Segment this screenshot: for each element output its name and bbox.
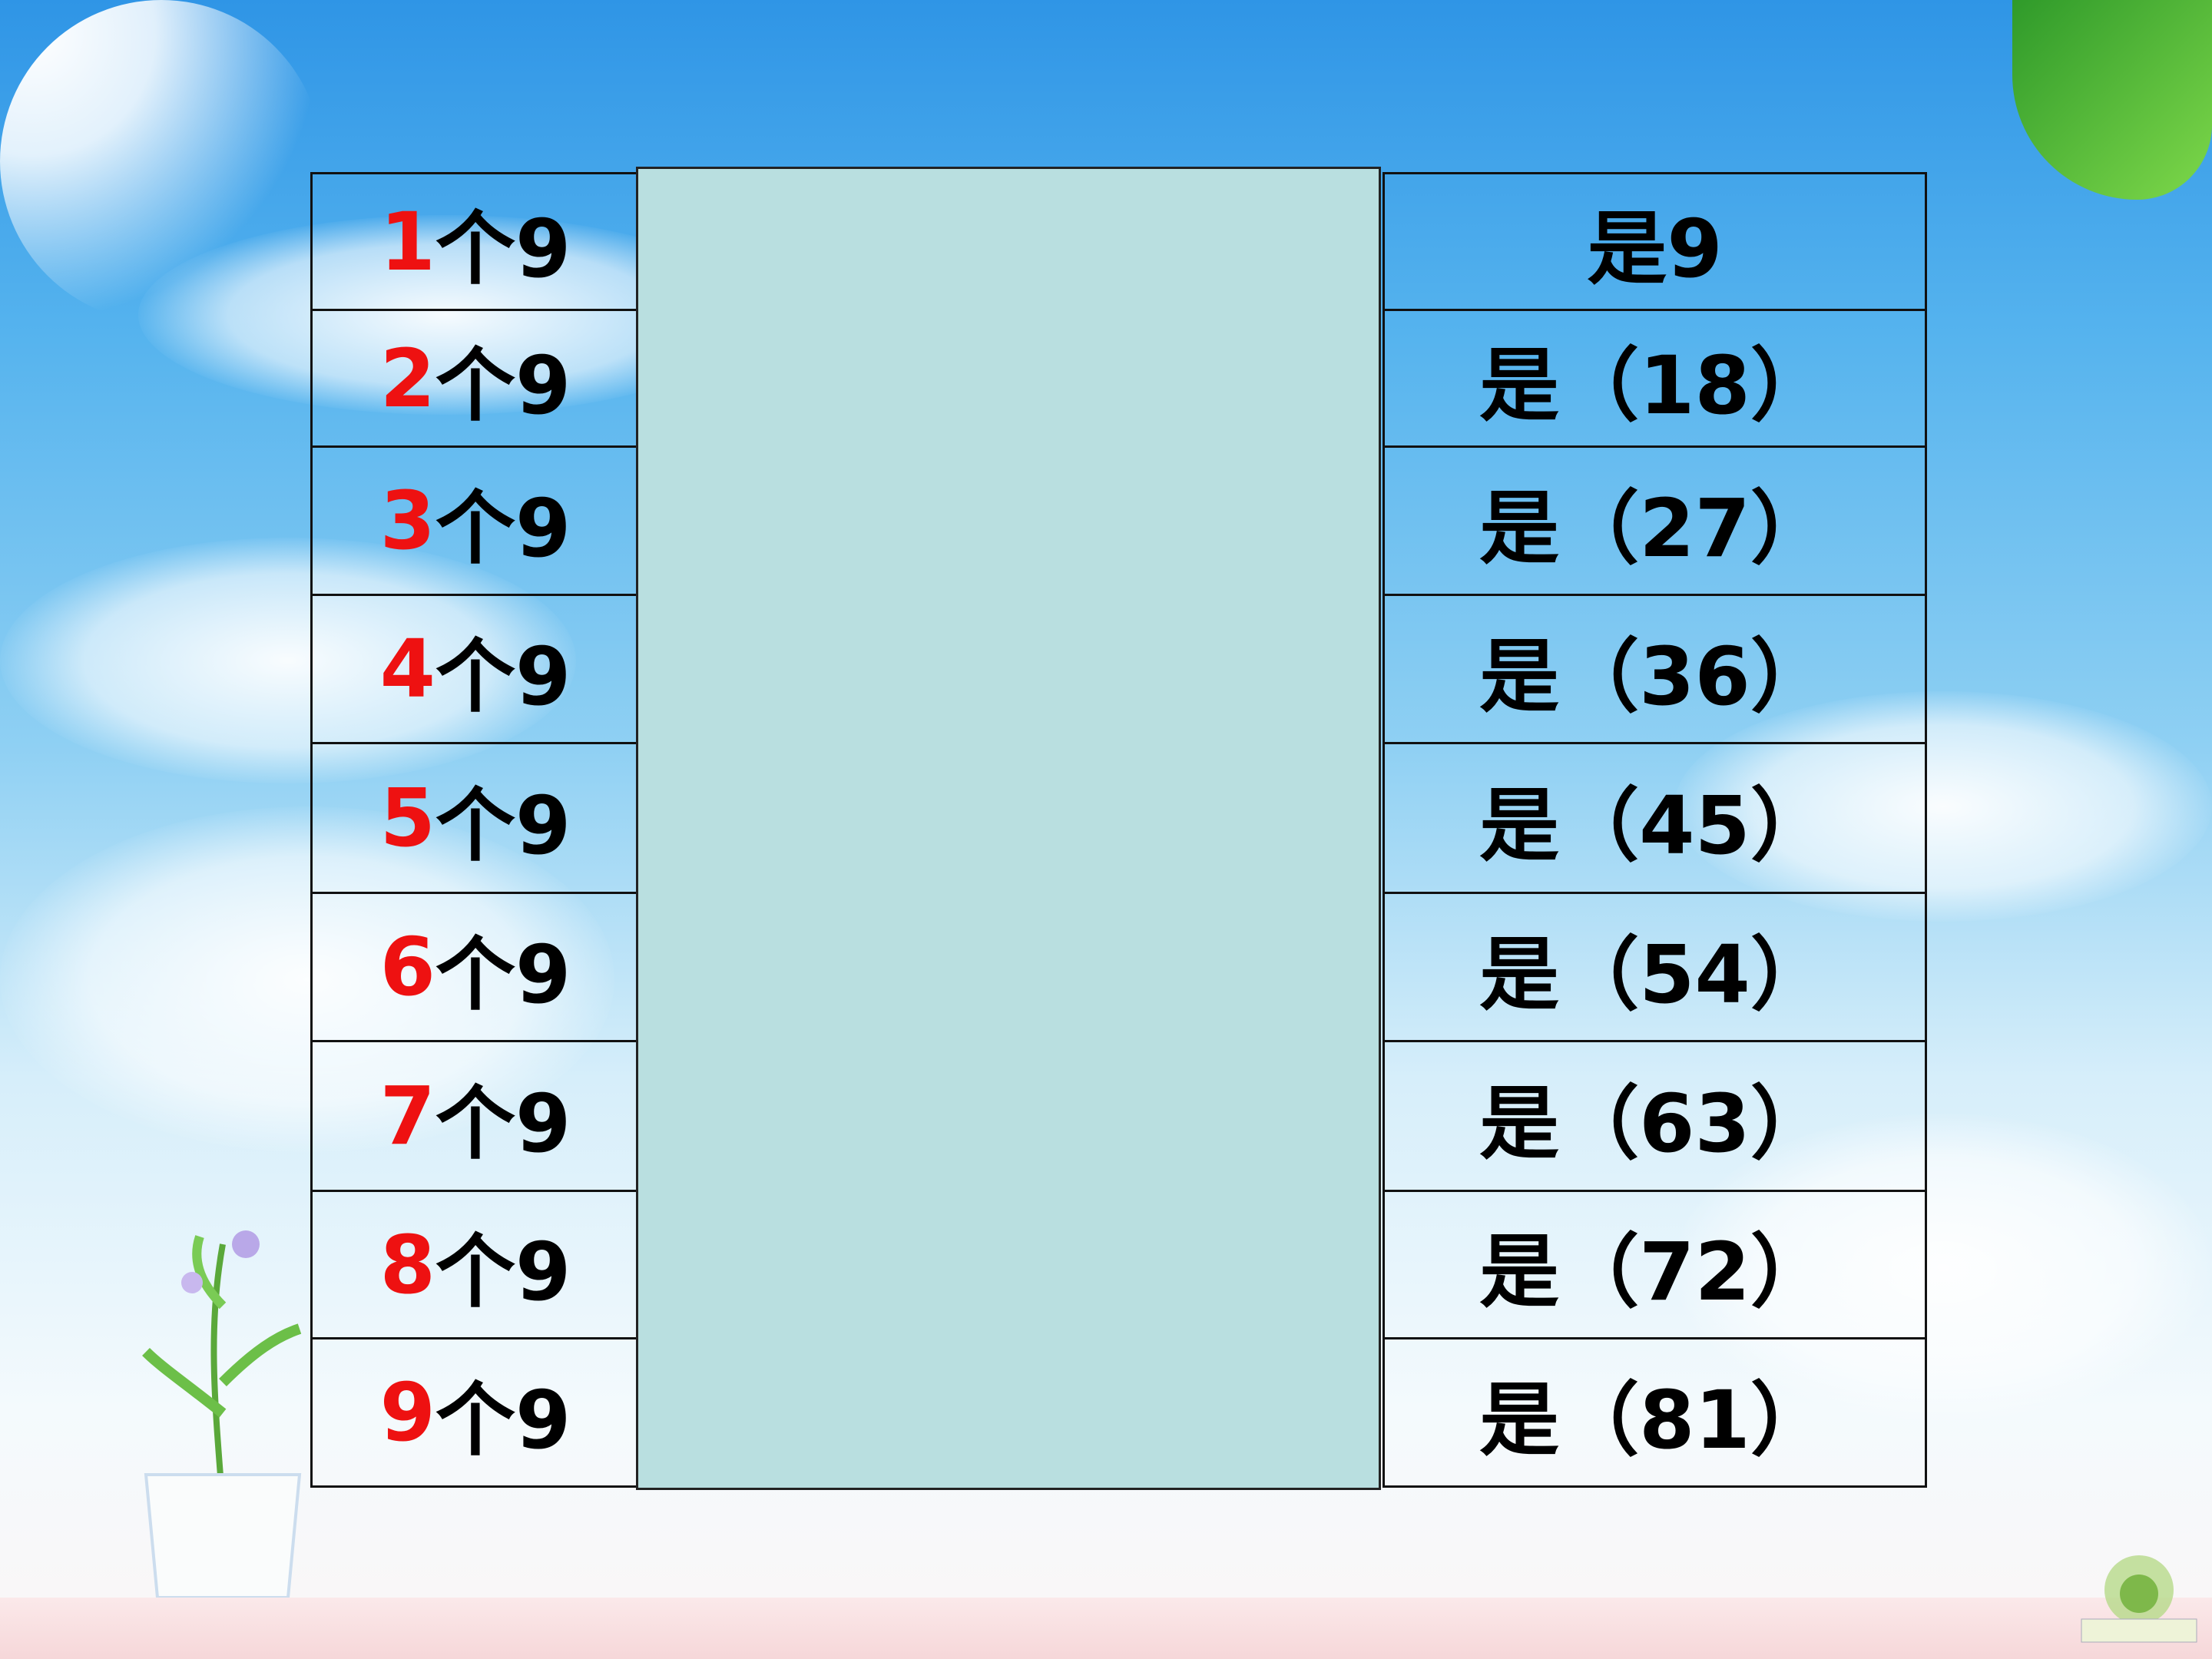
result-cell: 是（54） bbox=[1382, 892, 1927, 1042]
potted-plant-icon bbox=[142, 1230, 302, 1598]
multiplier-number: 9 bbox=[379, 1366, 435, 1459]
multiplier-number: 7 bbox=[379, 1069, 435, 1163]
left-cell: 2 个9 bbox=[310, 309, 641, 448]
multiplier-suffix: 个9 bbox=[435, 1076, 571, 1171]
multiplier-number: 1 bbox=[379, 194, 435, 289]
result-cell: 是（36） bbox=[1382, 594, 1927, 744]
left-cell: 3 个9 bbox=[310, 445, 641, 596]
multiplier-suffix: 个9 bbox=[435, 339, 571, 432]
result-cell: 是（72） bbox=[1382, 1190, 1927, 1339]
result-cell: 是9 bbox=[1382, 172, 1927, 311]
cloud bbox=[0, 806, 614, 1152]
leaf-logo bbox=[2012, 0, 2212, 200]
multiplier-suffix: 个9 bbox=[435, 202, 571, 296]
corner-logo bbox=[2081, 1555, 2197, 1643]
multiplier-number: 2 bbox=[379, 331, 435, 426]
multiplier-number: 4 bbox=[379, 622, 435, 716]
result-cell: 是（18） bbox=[1382, 309, 1927, 448]
left-cell: 6 个9 bbox=[310, 892, 641, 1042]
result-cell: 是（81） bbox=[1382, 1337, 1927, 1488]
multiplier-suffix: 个9 bbox=[435, 778, 571, 873]
multiplier-suffix: 个9 bbox=[435, 629, 571, 724]
multiplier-number: 6 bbox=[379, 920, 435, 1014]
cloud bbox=[1674, 691, 2212, 922]
cover-panel[interactable] bbox=[636, 167, 1381, 1490]
left-cell: 8 个9 bbox=[310, 1190, 641, 1339]
multiplier-suffix: 个9 bbox=[435, 481, 571, 575]
result-cell: 是（45） bbox=[1382, 742, 1927, 894]
multiplier-suffix: 个9 bbox=[435, 1225, 571, 1319]
left-cell: 7 个9 bbox=[310, 1040, 641, 1192]
result-cell: 是（63） bbox=[1382, 1040, 1927, 1192]
multiplier-suffix: 个9 bbox=[435, 927, 571, 1022]
cloud bbox=[1674, 1114, 2212, 1421]
multiplier-number: 8 bbox=[379, 1217, 435, 1312]
left-cell: 4 个9 bbox=[310, 594, 641, 744]
result-cell: 是（27） bbox=[1382, 445, 1927, 596]
left-cell: 1 个9 bbox=[310, 172, 641, 311]
left-cell: 5 个9 bbox=[310, 742, 641, 894]
multiplier-number: 3 bbox=[379, 474, 435, 568]
floor bbox=[0, 1598, 2212, 1659]
multiplier-number: 5 bbox=[379, 771, 435, 865]
multiplier-suffix: 个9 bbox=[435, 1373, 571, 1467]
left-cell: 9 个9 bbox=[310, 1337, 641, 1488]
